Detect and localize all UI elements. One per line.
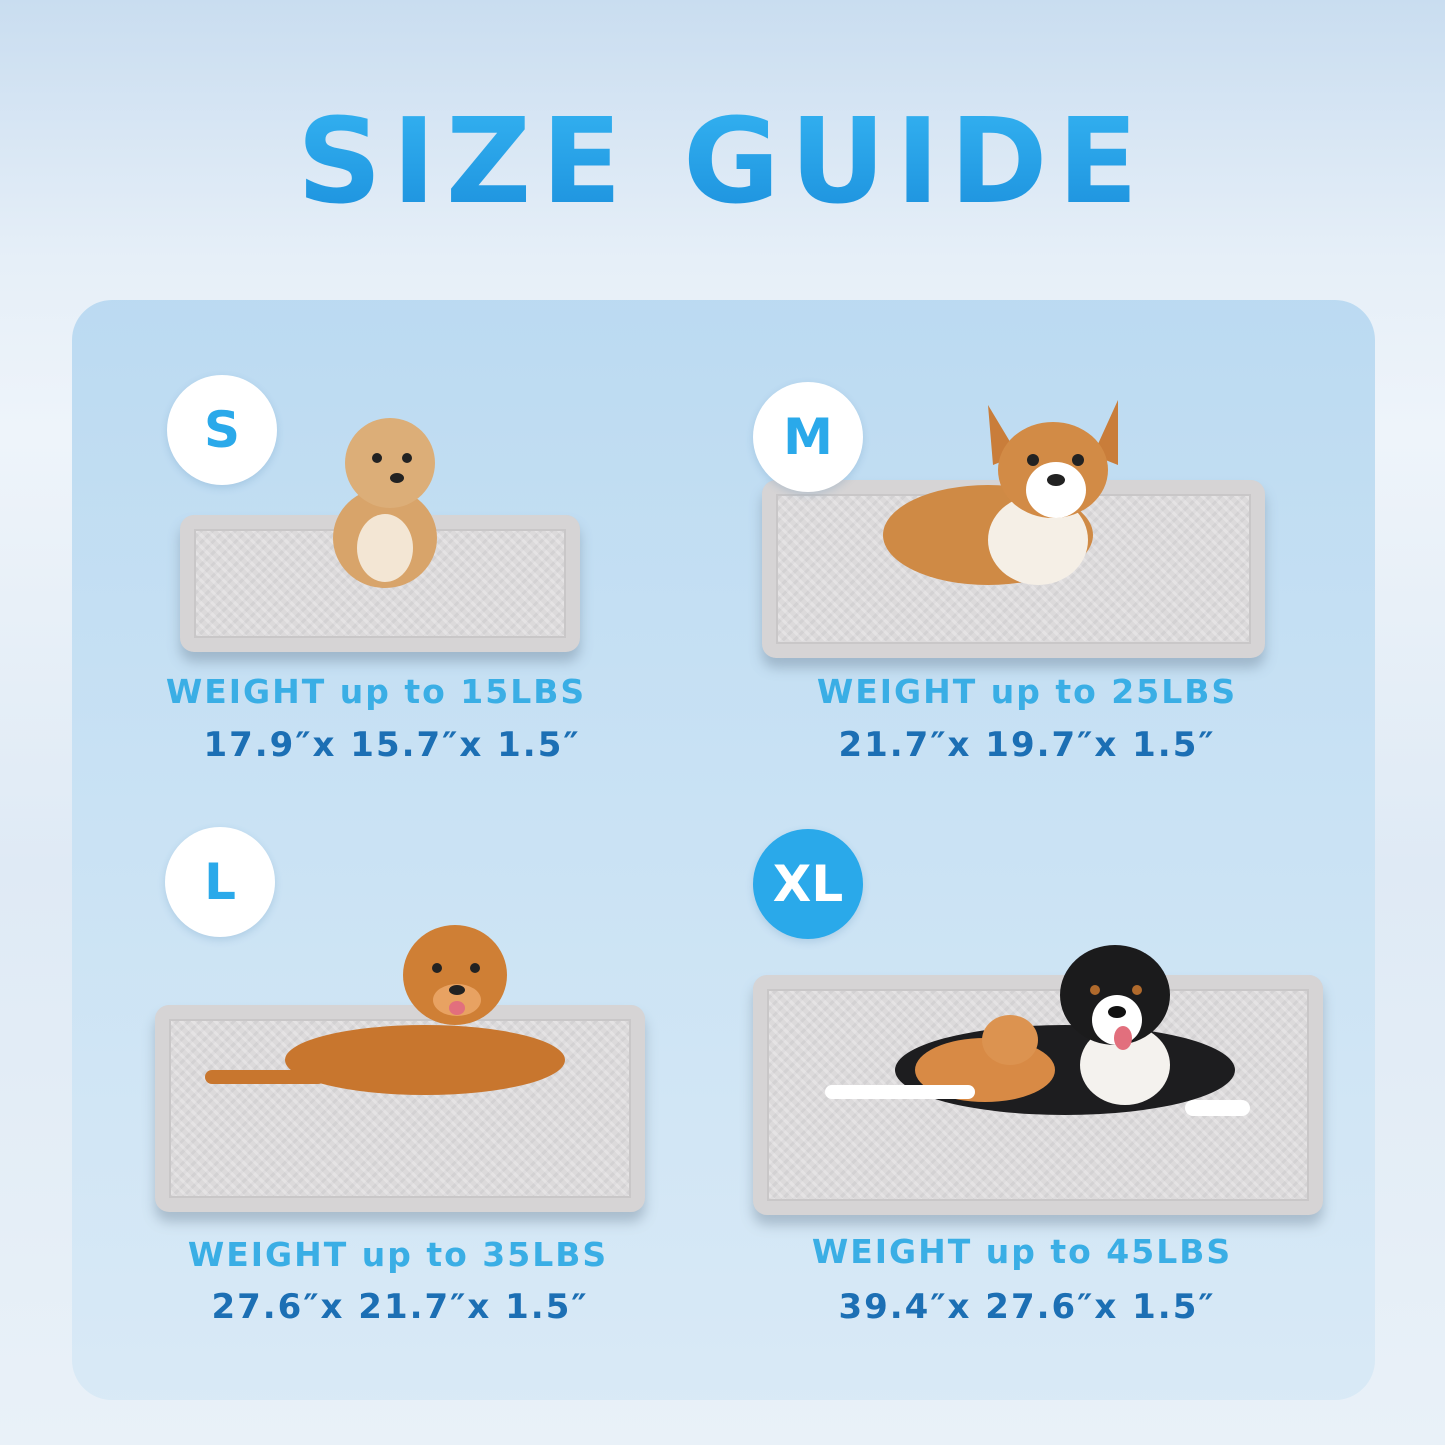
weight-label-l: WEIGHT up to 35LBS xyxy=(187,1235,609,1274)
dog-small-image xyxy=(333,418,437,588)
page-title: SIZE GUIDE xyxy=(0,92,1445,230)
weight-label-m: WEIGHT up to 25LBS xyxy=(816,672,1238,711)
size-badge-s[interactable]: S xyxy=(167,375,277,485)
dimensions-label-s: 17.9″x 15.7″x 1.5″ xyxy=(203,725,581,765)
weight-label-xl: WEIGHT up to 45LBS xyxy=(811,1232,1233,1271)
dog-large-image xyxy=(205,925,565,1095)
dimensions-label-xl: 39.4″x 27.6″x 1.5″ xyxy=(838,1287,1216,1327)
dimensions-label-m: 21.7″x 19.7″x 1.5″ xyxy=(838,725,1216,765)
dog-and-cat-xlarge-image xyxy=(825,945,1250,1116)
size-badge-m[interactable]: M xyxy=(753,382,863,492)
weight-label-s: WEIGHT up to 15LBS xyxy=(165,672,587,711)
dimensions-label-l: 27.6″x 21.7″x 1.5″ xyxy=(211,1287,589,1327)
size-badge-l[interactable]: L xyxy=(165,827,275,937)
dog-medium-image xyxy=(883,400,1118,585)
mat-large xyxy=(155,1005,645,1212)
size-badge-xl[interactable]: XL xyxy=(753,829,863,939)
